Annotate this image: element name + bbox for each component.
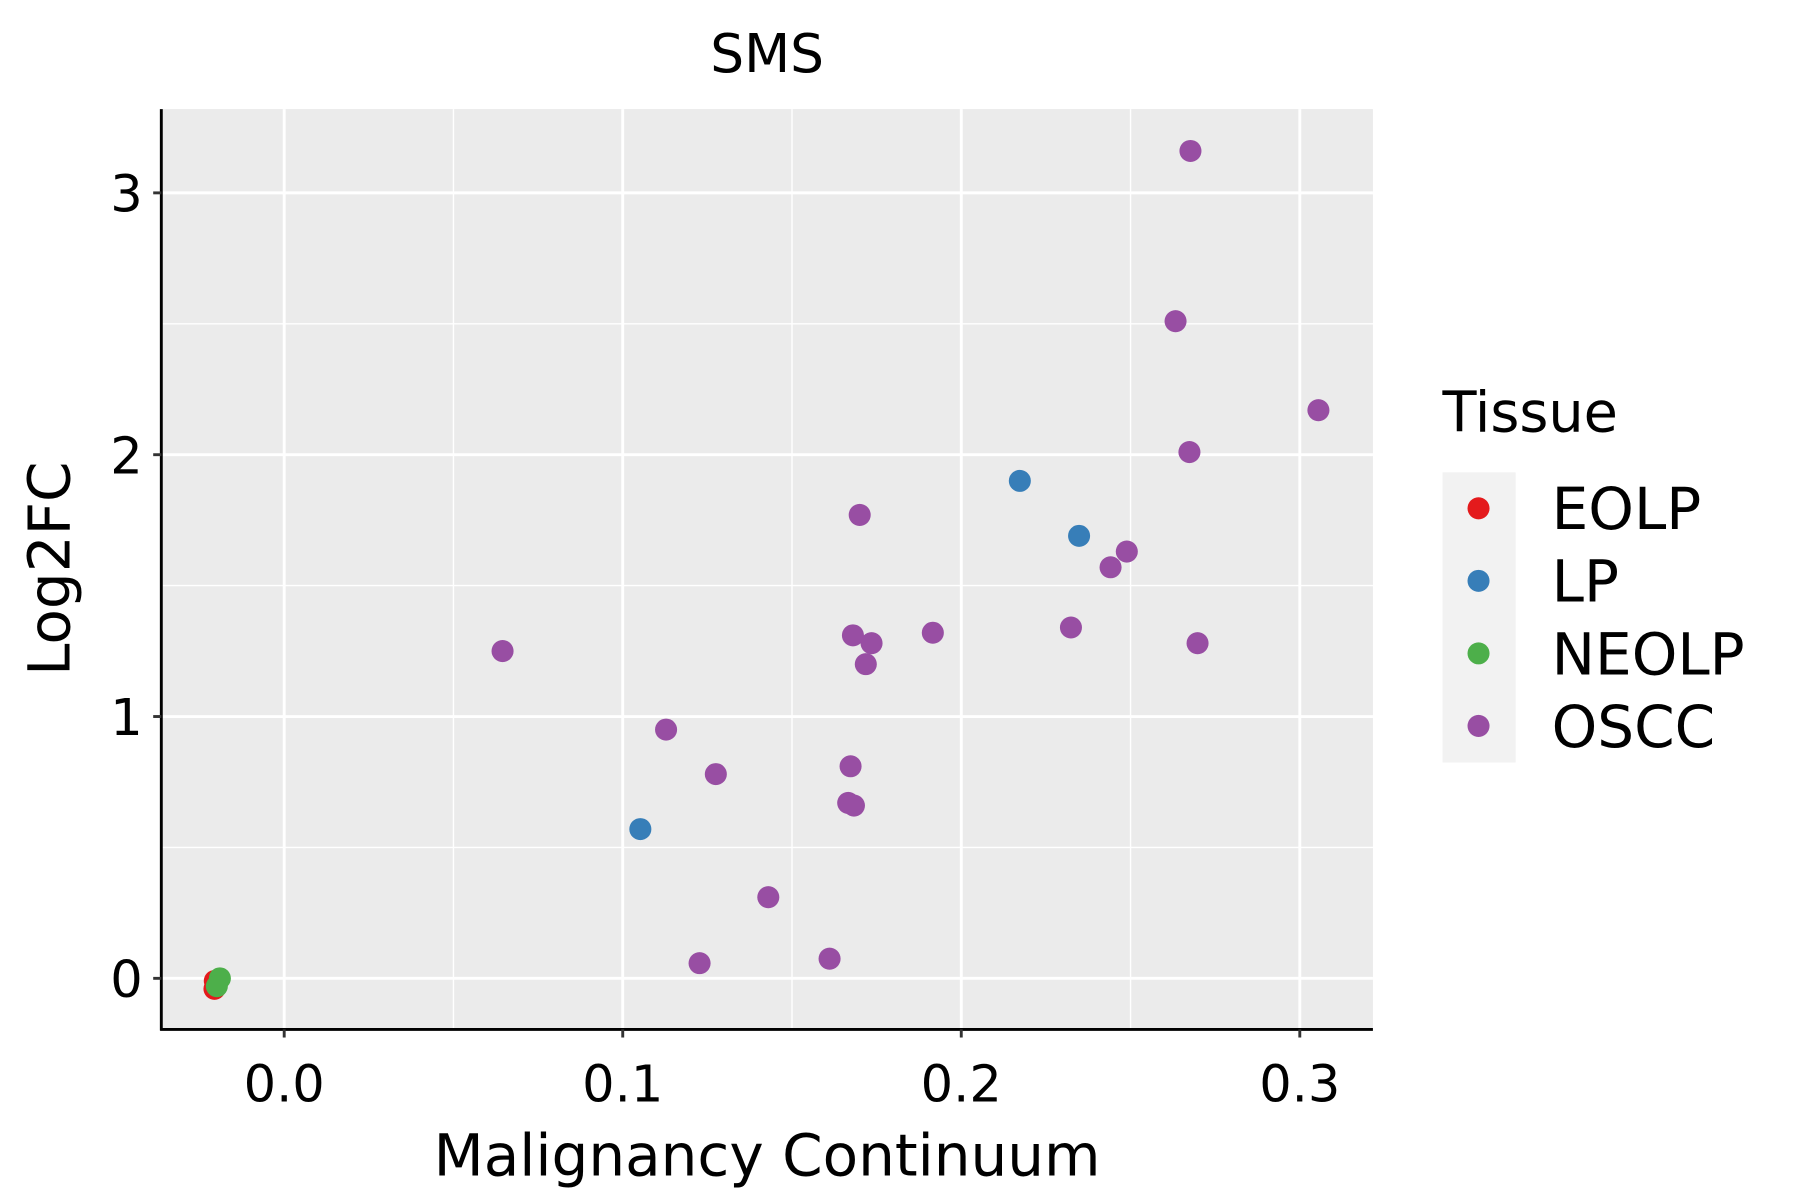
x-tick-label: 0.0	[244, 1055, 325, 1114]
point-oscc	[1307, 399, 1330, 422]
legend-title: Tissue	[1442, 381, 1618, 446]
legend-key-background	[1442, 472, 1516, 763]
point-oscc	[818, 947, 841, 970]
x-axis-label: Malignancy Continuum	[434, 1122, 1101, 1190]
point-oscc	[854, 653, 877, 676]
legend-key-lp	[1467, 569, 1490, 592]
y-tick-label: 3	[110, 165, 142, 224]
point-oscc	[704, 763, 727, 786]
point-oscc	[1178, 441, 1201, 464]
point-oscc	[491, 640, 514, 663]
legend-label-oscc: OSCC	[1552, 693, 1716, 761]
point-oscc	[655, 718, 678, 741]
point-lp	[1008, 469, 1031, 492]
legend-label-neolp: NEOLP	[1552, 620, 1745, 688]
y-tick-label: 1	[110, 689, 142, 748]
point-oscc	[841, 624, 864, 647]
y-tick-label: 2	[110, 427, 142, 486]
point-oscc	[688, 952, 711, 975]
point-oscc	[1115, 540, 1138, 563]
point-oscc	[842, 794, 865, 817]
axis-ticks: 0.0 0.1 0.2 0.3 0 1 2 3	[110, 165, 1340, 1114]
data-points	[203, 139, 1330, 1000]
point-oscc	[848, 503, 871, 526]
plot-panel	[161, 109, 1373, 1030]
legend-label-lp: LP	[1552, 548, 1619, 616]
legend-label-eolp: EOLP	[1552, 475, 1702, 543]
point-lp	[629, 818, 652, 841]
point-oscc	[757, 886, 780, 909]
legend-key-neolp	[1467, 642, 1490, 665]
point-oscc	[1164, 310, 1187, 333]
gridlines	[161, 109, 1373, 1030]
chart-title: SMS	[710, 22, 824, 85]
point-lp	[1068, 524, 1091, 547]
point-oscc	[1179, 139, 1202, 163]
point-oscc	[1059, 616, 1082, 639]
y-axis-label: Log2FC	[16, 461, 84, 675]
x-tick-label: 0.2	[921, 1055, 1002, 1114]
point-oscc	[921, 621, 944, 644]
point-neolp	[205, 975, 228, 998]
x-tick-label: 0.3	[1259, 1055, 1340, 1114]
point-oscc	[860, 632, 883, 655]
point-oscc	[839, 755, 862, 778]
point-oscc	[1099, 556, 1122, 579]
legend-key-eolp	[1467, 497, 1490, 520]
point-oscc	[1186, 632, 1209, 655]
legend-key-oscc	[1467, 714, 1490, 737]
x-tick-label: 0.1	[582, 1055, 663, 1114]
y-tick-label: 0	[110, 951, 142, 1010]
